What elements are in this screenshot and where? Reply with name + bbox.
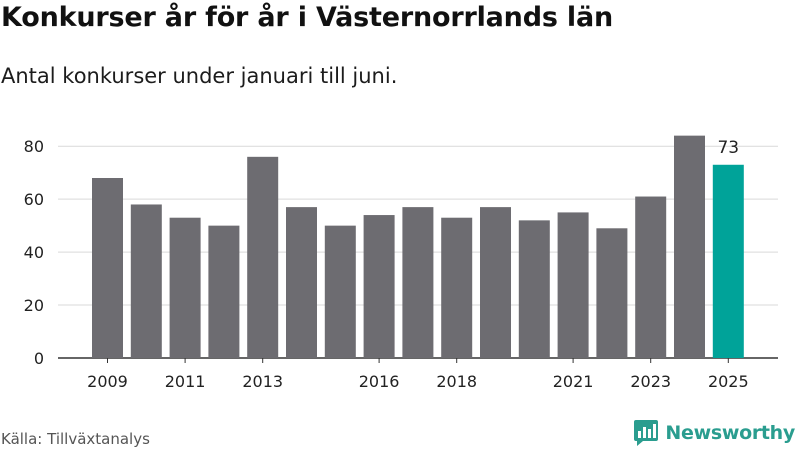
bar-2023	[635, 196, 667, 358]
data-labels: 73	[717, 138, 739, 158]
bar-2011	[169, 217, 201, 358]
x-tick-label: 2018	[436, 372, 477, 391]
x-tick-label: 2013	[242, 372, 283, 391]
data-label-2025: 73	[717, 138, 739, 158]
y-tick-label: 20	[24, 296, 44, 315]
bar-2017	[402, 207, 434, 358]
bar-2022	[596, 228, 628, 358]
bar-2015	[324, 225, 356, 358]
bar-2010	[130, 204, 162, 358]
chart-title: Konkurser år för år i Västernorrlands lä…	[1, 2, 613, 33]
bar-2018	[441, 217, 473, 358]
y-axis-ticks: 0 20 40 60 80	[24, 137, 44, 368]
x-tick-label: 2025	[708, 372, 749, 391]
y-tick-label: 40	[24, 243, 44, 262]
source-note: Källa: Tillväxtanalys	[1, 430, 150, 448]
x-tick-label: 2023	[630, 372, 671, 391]
newsworthy-logo-icon	[634, 420, 659, 446]
y-tick-label: 60	[24, 190, 44, 209]
y-tick-label: 80	[24, 137, 44, 156]
bar-2024	[674, 135, 705, 358]
bar-2019	[480, 207, 511, 358]
bar-2014	[286, 207, 317, 358]
bar-2025	[712, 164, 744, 358]
x-axis-ticks: 2009 2011 2013 2016 2018 2021 2023 2025	[87, 358, 749, 391]
bar-2016	[363, 215, 395, 358]
brand-name: Newsworthy	[665, 422, 795, 444]
chart-subtitle: Antal konkurser under januari till juni.	[1, 64, 398, 88]
bars	[92, 135, 744, 358]
brand-logo: Newsworthy	[633, 419, 795, 447]
bar-2009	[92, 178, 123, 358]
bar-2020	[518, 220, 550, 358]
x-tick-label: 2011	[165, 372, 206, 391]
bar-2013	[247, 156, 279, 358]
bar-2012	[208, 225, 240, 358]
x-tick-label: 2016	[359, 372, 400, 391]
x-tick-label: 2009	[87, 372, 128, 391]
x-tick-label: 2021	[553, 372, 594, 391]
bar-2021	[557, 212, 589, 358]
y-tick-label: 0	[34, 349, 44, 368]
